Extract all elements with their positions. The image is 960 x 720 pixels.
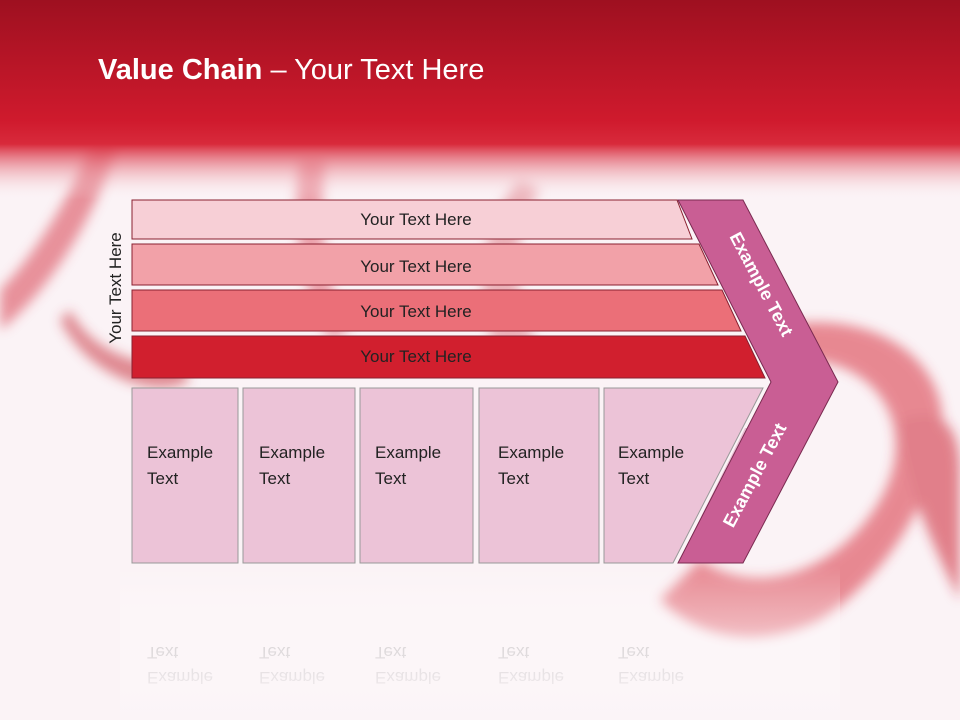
box-3-text: Text — [375, 469, 406, 488]
bar-1-label: Your Text Here — [360, 210, 472, 229]
bar-2-shape — [131, 243, 719, 286]
bar-1[interactable]: Your Text Here — [131, 199, 693, 240]
box-3[interactable]: Example Text — [359, 387, 474, 564]
box-4[interactable]: Example Text — [478, 387, 600, 564]
box-1-text: Text — [147, 469, 178, 488]
box-2-text: Example — [259, 443, 325, 462]
bar-4[interactable]: Your Text Here — [131, 335, 766, 379]
box-3-text: Example — [375, 443, 441, 462]
box-5-text: Example — [618, 443, 684, 462]
chevron-shape — [677, 199, 839, 564]
box-1-text: Example — [147, 443, 213, 462]
bar-4-shape — [131, 335, 766, 379]
bar-3-label: Your Text Here — [360, 302, 472, 321]
box-2[interactable]: Example Text — [242, 387, 356, 564]
box-4-text: Example — [498, 443, 564, 462]
bar-4-label: Your Text Here — [360, 347, 472, 366]
box-1[interactable]: Example Text — [131, 387, 239, 564]
box-5-text: Text — [618, 469, 649, 488]
bar-2[interactable]: Your Text Here — [131, 243, 719, 286]
bar-1-shape — [131, 199, 693, 240]
box-2-text: Text — [259, 469, 290, 488]
box-4-text: Text — [498, 469, 529, 488]
bar-3[interactable]: Your Text Here — [131, 289, 742, 332]
slide-title: Value Chain – Your Text Here — [98, 54, 485, 86]
box-5[interactable]: Example Text — [603, 387, 764, 564]
side-label: Your Text Here — [106, 232, 125, 344]
bar-3-shape — [131, 289, 742, 332]
bar-2-label: Your Text Here — [360, 257, 472, 276]
